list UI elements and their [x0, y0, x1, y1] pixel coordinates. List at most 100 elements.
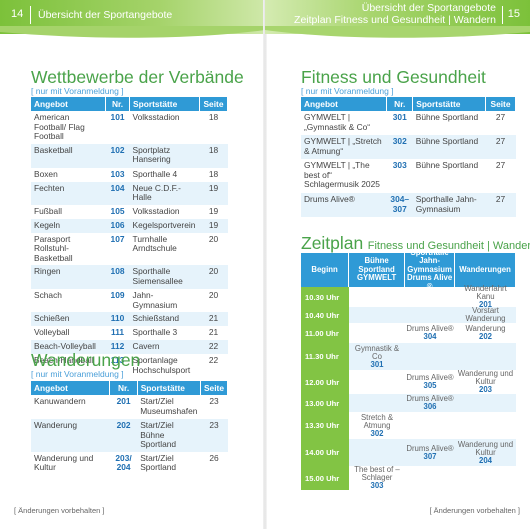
cell-number: 109: [110, 290, 125, 300]
cell-offer: GYMWELT | „Gymnastik & Co“: [304, 112, 371, 132]
cell-number: 112: [105, 340, 130, 354]
schedule-row: 15.00 Uhr The best of – Schlager 303: [301, 466, 516, 490]
cell-offer: Drums Alive®: [301, 193, 387, 217]
schedule-gymwelt-cell: [349, 394, 405, 412]
cell-offer: Boxen: [34, 168, 58, 179]
cell-number: 111: [111, 327, 125, 337]
hiking-table: Angebot Nr. Sportstätte Seite Kanuwander…: [31, 381, 229, 476]
footer-note: [ Änderungen vorbehalten ]: [14, 506, 105, 515]
cell-venue: Sporthalle 4: [132, 168, 178, 179]
col-header-offer: Angebot: [31, 97, 107, 111]
cell-venue: Sporthalle Jahn-Gymnasium: [412, 193, 486, 217]
schedule-hiking-cell: [455, 343, 516, 370]
cell-venue: Volksstadion: [132, 112, 180, 122]
schedule-gymwelt-cell: Stretch & Atmung 302: [349, 412, 405, 439]
col-header-offer: Angebot: [301, 97, 388, 111]
table-row: Wanderung 202 Start/Ziel Bühne Sportland 23: [31, 419, 228, 452]
cell-offer: Fußball: [34, 205, 62, 216]
cell-venue: Bühne Sportland: [415, 160, 479, 170]
cell-number: 101: [110, 112, 125, 122]
registration-note: [ nur mit Voranmeldung ]: [31, 86, 124, 96]
cell-page: 19: [208, 205, 219, 216]
table-row: GYMWELT | „Stretch & Atmung“ 302 Bühne Spo…: [301, 135, 516, 159]
cell-number: 105: [110, 205, 125, 216]
schedule-gymwelt-cell: [349, 307, 405, 323]
cell-offer: Beach-Volleyball: [31, 340, 106, 354]
schedule-drums-cell: [405, 412, 455, 439]
cell-venue: Cavern: [129, 340, 200, 354]
header-divider: [502, 6, 503, 24]
cell-number: 106: [105, 218, 130, 233]
table-row: Kegeln 106 Kegelsportverein 19: [31, 218, 228, 233]
cell-venue: Sporthalle 3: [132, 327, 178, 337]
cell-page: 23: [200, 419, 228, 452]
schedule-gymwelt-cell-label: The best of – Schlager: [354, 465, 400, 482]
table-row: Parasport Rollstuhl-Basketball 107 Turnhal…: [31, 233, 228, 266]
schedule-col-time: Beginn: [301, 253, 350, 287]
schedule-row: 11.00 Uhr Drums Alive® 304 Wanderung 202: [301, 323, 516, 343]
schedule-drums-cell: [405, 466, 455, 490]
schedule-hiking-cell: Wanderung 202: [455, 323, 516, 343]
cell-page: 27: [485, 135, 516, 159]
cell-venue: Kegelsportverein: [129, 218, 200, 233]
right-page: 15 Übersicht der Sportangebote Zeitplan …: [265, 0, 530, 529]
col-header-venue: Sportstätte: [129, 97, 200, 111]
cell-venue: Bühne Sportland: [415, 112, 479, 122]
schedule-hiking-cell-label: Wanderfahrt Kanu: [464, 284, 507, 301]
header-title: Übersicht der Sportangebote: [38, 9, 173, 21]
hiking-registration-note: [ nur mit Voranmeldung ]: [31, 369, 124, 379]
cell-venue: Sportplatz Hansering: [129, 143, 200, 168]
schedule-drums-cell-label: Drums Alive®: [406, 324, 454, 333]
table-row: Basketball 102 Sportplatz Hansering 18: [31, 143, 228, 168]
schedule-time: 13.30 Uhr: [301, 412, 349, 439]
cell-venue: Turnhalle Arndtschule: [132, 233, 177, 253]
cell-page: 23: [209, 396, 219, 406]
cell-venue: Schießstand: [129, 312, 200, 326]
cell-page: 20: [199, 265, 228, 289]
schedule-drums-cell-number: 306: [423, 402, 437, 411]
schedule-drums-cell-label: Drums Alive®: [406, 443, 454, 453]
schedule-row: 10.40 Uhr Vorstart Wanderung: [301, 307, 516, 323]
schedule-col-gymwelt: Bühne Sportland GYMWELT: [349, 253, 406, 287]
cell-page: 21: [199, 312, 228, 326]
schedule-row: 11.30 Uhr Gymnastik & Co 301: [301, 343, 516, 370]
schedule-gymwelt-cell-number: 302: [370, 428, 384, 438]
schedule-drums-cell: [405, 287, 455, 307]
schedule-row: 13.00 Uhr Drums Alive® 306: [301, 394, 516, 412]
page-number: 15: [507, 8, 520, 20]
table-row: Schießen 110 Schießstand 21: [31, 312, 228, 326]
schedule-gymwelt-cell: [349, 287, 405, 307]
header-title: Übersicht der Sportangebote: [361, 2, 496, 14]
schedule-hiking-cell: [455, 466, 516, 490]
cell-number: 303: [392, 160, 407, 170]
cell-offer: Wanderung und Kultur: [34, 452, 94, 472]
cell-offer: Beach-Handball: [34, 355, 94, 365]
col-header-venue: Sportstätte: [137, 381, 201, 395]
cell-venue: Sportanlage Hochschulsport: [132, 355, 191, 375]
schedule-gymwelt-cell: [349, 439, 405, 466]
schedule-title-main: Zeitplan: [301, 233, 364, 253]
schedule-col-hiking: Wanderungen: [455, 253, 516, 287]
competitions-table: Angebot Nr. Sportstätte Seite American F…: [31, 97, 229, 378]
schedule-hiking-cell: [455, 412, 516, 439]
schedule-drums-cell: Drums Alive® 307: [405, 439, 455, 466]
cell-offer: Kanuwandern: [34, 396, 86, 406]
cell-offer: Schießen: [31, 312, 106, 326]
col-header-nr: Nr.: [105, 97, 131, 111]
table-row: Drums Alive® 304– 307 Sporthalle Jahn-Gymn…: [301, 193, 516, 217]
schedule-hiking-cell: Wanderung und Kultur 204: [455, 439, 516, 466]
cell-number: 203/ 204: [115, 452, 132, 472]
schedule-hiking-cell-label: Wanderung und Kultur: [457, 439, 514, 457]
table-row: American Football/ Flag Football 101 Volks…: [31, 111, 228, 144]
cell-venue: Volksstadion: [132, 205, 180, 216]
schedule-gymwelt-cell: Gymnastik & Co 301: [349, 343, 405, 370]
cell-page: 26: [209, 452, 219, 463]
col-header-venue: Sportstätte: [412, 97, 487, 111]
table-row: Fechten 104 Neue C.D.F.-Halle 19: [31, 181, 228, 205]
page-number: 14: [11, 8, 24, 20]
schedule-header-row: Beginn Bühne Sportland GYMWELT Sporthall…: [301, 248, 516, 291]
table-row: Beach-Handball 113 Sportanlage Hochschulsp…: [31, 354, 228, 378]
schedule-row: 13.30 Uhr Stretch & Atmung 302: [301, 412, 516, 439]
table-header-row: Angebot Nr. Sportstätte Seite: [301, 97, 516, 111]
schedule-hiking-cell-number: 201: [478, 300, 492, 309]
